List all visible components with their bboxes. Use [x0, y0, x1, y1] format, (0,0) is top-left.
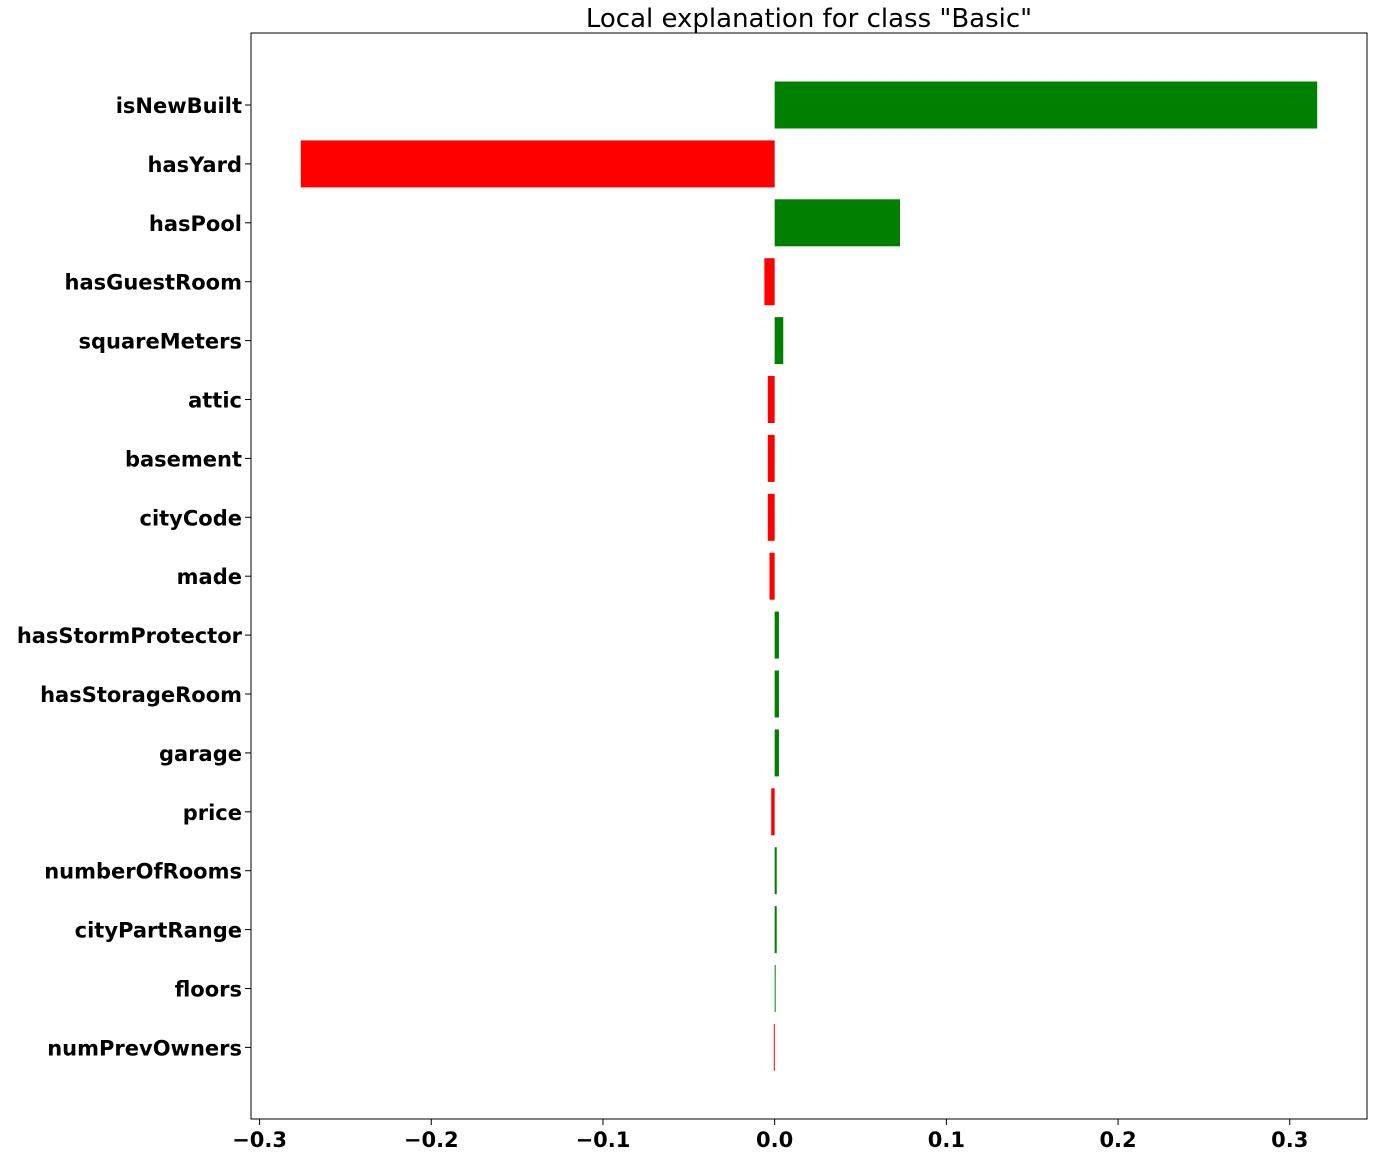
y-axis: isNewBuilt hasYard hasPool hasGuestRoom squa…	[17, 94, 251, 1060]
bar-made	[769, 552, 775, 600]
bar-hasYard	[300, 140, 775, 188]
y-tick-label: isNewBuilt	[116, 94, 242, 118]
y-tick-label: numPrevOwners	[47, 1036, 242, 1060]
bar-numberOfRooms	[774, 847, 777, 895]
x-axis: −0.3 −0.2 −0.1 0.0 0.1 0.2 0.3	[232, 1119, 1308, 1152]
bar-basement	[767, 434, 775, 482]
y-tick-label: garage	[159, 742, 242, 766]
x-tick-label: −0.2	[404, 1128, 459, 1152]
y-tick-label: cityCode	[140, 506, 243, 530]
bar-hasPool	[774, 199, 900, 247]
x-tick-label: 0.1	[928, 1128, 965, 1152]
y-tick-label: numberOfRooms	[44, 860, 242, 884]
bar-cityCode	[767, 493, 775, 541]
x-tick-label: 0.2	[1099, 1128, 1136, 1152]
bar-floors	[774, 965, 776, 1012]
y-tick-label: cityPartRange	[75, 919, 242, 943]
plot-frame	[250, 32, 1368, 1120]
y-tick-label: hasStormProtector	[17, 624, 243, 648]
bar-hasGuestRoom	[764, 258, 775, 306]
x-tick-label: −0.3	[232, 1128, 287, 1152]
bar-numPrevOwners	[773, 1023, 775, 1071]
bar-hasStormProtector	[774, 611, 779, 659]
y-tick-label: basement	[125, 447, 242, 471]
y-tick-label: floors	[175, 978, 242, 1002]
x-tick-label: 0.0	[756, 1128, 793, 1152]
bar-price	[771, 788, 775, 836]
x-tick-label: 0.3	[1271, 1128, 1308, 1152]
y-tick-label: hasGuestRoom	[65, 271, 243, 295]
y-tick-label: squareMeters	[78, 330, 242, 354]
bar-squareMeters	[774, 317, 784, 365]
y-tick-label: hasStorageRoom	[40, 683, 242, 707]
bar-attic	[767, 376, 775, 423]
y-tick-label: hasPool	[149, 212, 242, 236]
x-tick-label: −0.1	[576, 1128, 631, 1152]
y-tick-label: price	[183, 801, 242, 825]
bar-isNewBuilt	[774, 81, 1318, 129]
y-tick-label: made	[177, 565, 242, 589]
bars-group	[300, 81, 1318, 1071]
y-tick-label: hasYard	[148, 153, 242, 177]
y-tick-label: attic	[188, 389, 242, 413]
chart-title: Local explanation for class "Basic"	[586, 4, 1032, 34]
bar-cityPartRange	[774, 906, 777, 954]
bar-garage	[774, 729, 779, 777]
bar-hasStorageRoom	[774, 670, 779, 718]
